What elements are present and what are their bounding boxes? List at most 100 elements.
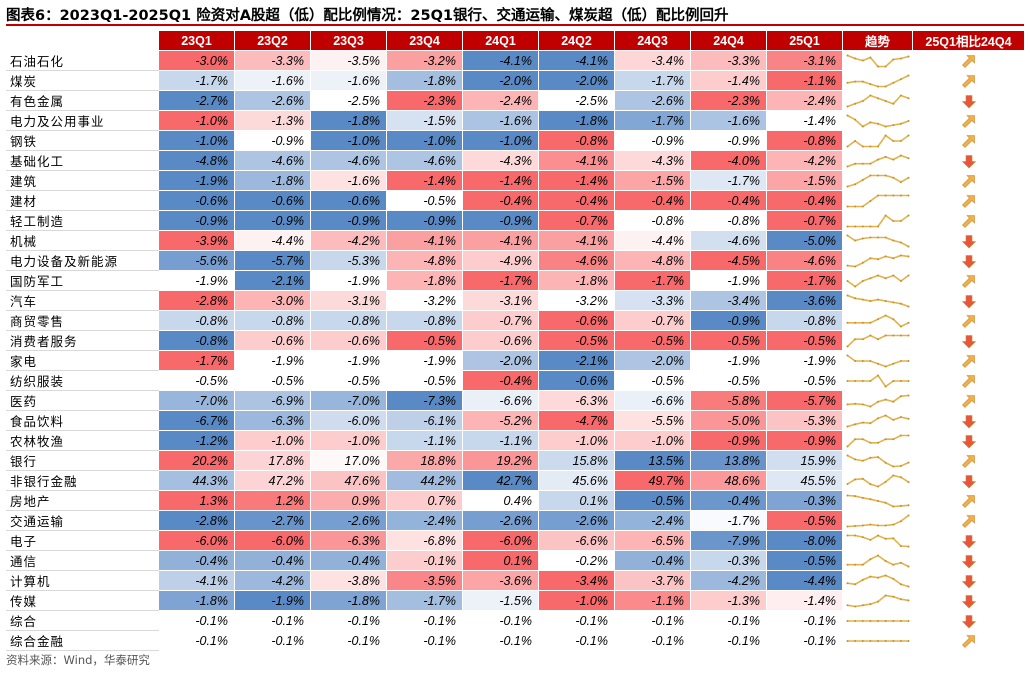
sparkline — [846, 474, 909, 487]
value-cell: -1.8% — [310, 110, 387, 131]
value-cell: -3.6% — [766, 290, 843, 311]
sparkline-path — [846, 133, 909, 147]
industry-name: 电子 — [6, 530, 159, 551]
sparkline-point — [891, 362, 894, 365]
table-row: 钢铁 -1.0% -0.9% -1.0% -1.0% -1.0% -0.8% -0.9% -0.… — [6, 130, 1025, 151]
arrow-up-icon — [961, 214, 975, 228]
value-cell: -5.6% — [158, 250, 235, 271]
sparkline-point — [884, 299, 887, 302]
value-cell: -2.6% — [234, 90, 311, 111]
sparkline-point — [884, 414, 887, 416]
industry-name: 建材 — [6, 190, 159, 211]
sparkline-point — [891, 58, 894, 60]
value-cell: -2.8% — [158, 510, 235, 531]
sparkline-point — [861, 225, 864, 227]
sparkline-point — [907, 514, 909, 516]
value-cell: -0.5% — [766, 330, 843, 351]
sparkline-point — [899, 154, 902, 156]
value-cell: -1.9% — [310, 350, 387, 371]
sparkline-point — [876, 158, 879, 161]
arrow-down-icon — [961, 254, 976, 268]
sparkline — [846, 574, 909, 587]
industry-name: 家电 — [6, 350, 159, 371]
industry-name: 银行 — [6, 450, 159, 471]
value-cell: -5.0% — [766, 230, 843, 251]
trend-cell — [842, 450, 913, 471]
sparkline-point — [891, 239, 894, 241]
value-cell: -1.7% — [614, 70, 691, 91]
trend-cell — [842, 530, 913, 551]
allocation-table: 23Q1 23Q2 23Q3 23Q4 24Q1 24Q2 24Q3 24Q4 25Q1 趋势 25… — [6, 30, 1025, 651]
sparkline-path — [846, 74, 909, 87]
sparkline — [846, 133, 909, 147]
arrow-up-icon — [961, 114, 975, 128]
sparkline-point — [846, 81, 848, 84]
sparkline-point — [846, 279, 848, 282]
value-cell: -0.1% — [614, 610, 691, 631]
value-cell: -1.0% — [538, 590, 615, 611]
sparkline-point — [846, 482, 848, 485]
value-cell: -2.7% — [234, 510, 311, 531]
sparkline-path — [846, 414, 909, 427]
sparkline-point — [876, 534, 879, 536]
sparkline-point — [861, 261, 864, 264]
sparkline-point — [907, 598, 909, 601]
sparkline — [846, 213, 909, 227]
industry-name: 食品饮料 — [6, 410, 159, 431]
sparkline-point — [884, 639, 887, 642]
value-cell: -1.7% — [614, 270, 691, 291]
sparkline-point — [846, 105, 848, 107]
value-cell: 0.4% — [462, 490, 539, 511]
sparkline — [846, 74, 909, 87]
value-cell: -0.9% — [462, 210, 539, 231]
value-cell: 1.2% — [234, 490, 311, 511]
arrow-down-icon — [961, 594, 976, 608]
value-cell: 47.2% — [234, 470, 311, 491]
trend-cell — [842, 430, 913, 451]
table-row: 房地产 1.3% 1.2% 0.9% 0.7% 0.4% 0.1% -0.5% -0.4% -0.… — [6, 490, 1025, 511]
trend-cell — [842, 510, 913, 531]
value-cell: -1.1% — [386, 430, 463, 451]
sparkline-point — [876, 576, 879, 579]
trend-cell — [842, 190, 913, 211]
sparkline-point — [876, 524, 879, 526]
sparkline-point — [884, 194, 887, 196]
sparkline-point — [868, 538, 871, 541]
value-cell: -6.6% — [538, 530, 615, 551]
table-row: 煤炭 -1.7% -1.6% -1.6% -1.8% -2.0% -2.0% -1.7% -1.… — [6, 70, 1025, 91]
sparkline-point — [884, 537, 887, 540]
arrow-up-icon — [961, 394, 975, 408]
value-cell: -1.0% — [310, 130, 387, 151]
value-cell: -6.7% — [158, 410, 235, 431]
arrow-down-icon — [961, 534, 976, 548]
value-cell: -1.9% — [690, 270, 767, 291]
sparkline-point — [899, 639, 902, 642]
sparkline-point — [861, 535, 864, 538]
sparkline-point — [853, 619, 856, 622]
value-cell: -0.1% — [538, 610, 615, 631]
value-cell: -3.4% — [690, 290, 767, 311]
arrow-up-icon — [961, 354, 975, 368]
sparkline-point — [861, 205, 864, 207]
sparkline-point — [891, 219, 894, 222]
sparkline-point — [868, 482, 871, 485]
sparkline-point — [861, 321, 864, 324]
industry-name: 有色金属 — [6, 90, 159, 111]
column-header-trend: 趋势 — [842, 30, 913, 51]
sparkline-point — [861, 459, 864, 462]
trend-cell — [842, 490, 913, 511]
value-cell: -2.0% — [462, 350, 539, 371]
sparkline-point — [853, 265, 856, 267]
sparkline-point — [868, 557, 871, 560]
value-cell: 0.9% — [310, 490, 387, 511]
value-cell: -0.5% — [310, 370, 387, 391]
sparkline-point — [846, 445, 848, 447]
sparkline-point — [884, 385, 887, 387]
sparkline-point — [853, 534, 856, 536]
value-cell: -5.7% — [234, 250, 311, 271]
value-cell: -0.5% — [386, 330, 463, 351]
value-cell: -6.6% — [462, 390, 539, 411]
value-cell: -1.4% — [766, 110, 843, 131]
arrow-down-icon — [961, 474, 976, 488]
sparkline — [846, 94, 909, 107]
